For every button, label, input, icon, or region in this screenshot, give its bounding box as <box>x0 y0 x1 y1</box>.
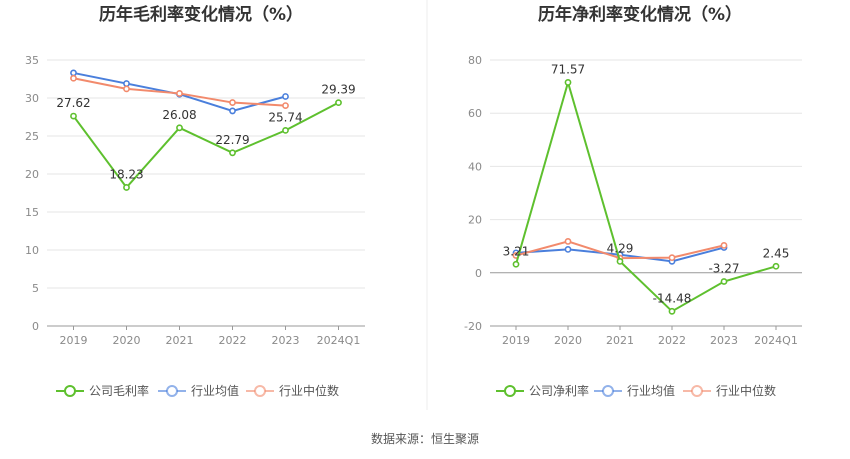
x-tick-label: 2023 <box>272 334 300 347</box>
y-tick-label: 60 <box>468 107 482 120</box>
y-tick-label: 5 <box>32 282 39 295</box>
y-tick-label: 20 <box>468 214 482 227</box>
y-tick-label: 80 <box>468 54 482 67</box>
data-point-company <box>616 257 624 265</box>
legend-marker-icon <box>602 385 614 397</box>
data-label: 3.21 <box>503 244 530 258</box>
data-label: -3.27 <box>708 261 739 275</box>
legend-item-median[interactable]: 行业中位数 <box>246 383 339 398</box>
x-tick-label: 2019 <box>502 334 530 347</box>
legend-marker-icon <box>504 385 516 397</box>
legend-marker-icon <box>691 385 703 397</box>
data-point-avg <box>564 245 572 253</box>
data-label: 22.79 <box>215 133 249 147</box>
data-label: 26.08 <box>162 108 196 122</box>
data-point-company <box>282 126 289 134</box>
data-point-company <box>123 184 130 191</box>
legend-label: 行业均值 <box>191 383 239 398</box>
legend-item-avg[interactable]: 行业均值 <box>158 383 239 398</box>
data-label: 4.29 <box>607 241 634 255</box>
data-point-median <box>70 74 77 82</box>
chart-title: 历年毛利率变化情况（%） <box>99 4 303 25</box>
data-point-median <box>720 242 728 249</box>
y-tick-label: 35 <box>25 54 39 67</box>
data-label: 27.62 <box>56 96 90 110</box>
data-source-note: 数据来源：恒生聚源 <box>371 431 479 446</box>
legend-marker-icon <box>64 385 76 397</box>
data-label: 29.39 <box>321 83 355 97</box>
x-tick-label: 2020 <box>554 334 582 347</box>
data-label: 25.74 <box>268 110 302 124</box>
y-tick-label: 30 <box>25 92 39 105</box>
net-margin-chart: 历年净利率变化情况（%） -20 0 20 40 60 80 2019 2020 2021 2022… <box>464 4 802 398</box>
y-tick-label: 15 <box>25 206 39 219</box>
x-tick-label: 2024Q1 <box>317 334 361 347</box>
legend-item-median[interactable]: 行业中位数 <box>683 383 776 398</box>
x-tick-label: 2022 <box>658 334 686 347</box>
legend-label: 行业中位数 <box>279 383 339 398</box>
legend-label: 行业中位数 <box>716 383 776 398</box>
gross-margin-chart: 历年毛利率变化情况（%） 0 5 10 15 20 25 30 35 2019 2020 2021 20… <box>25 4 365 398</box>
data-point-company <box>512 260 520 268</box>
data-point-median <box>229 99 236 106</box>
series-line-company <box>72 101 339 190</box>
legend-label: 行业均值 <box>627 383 675 398</box>
data-label: -14.48 <box>653 291 692 305</box>
x-tick-label: 2020 <box>113 334 141 347</box>
y-tick-label: -20 <box>464 320 482 333</box>
y-tick-label: 0 <box>475 267 482 280</box>
x-tick-label: 2022 <box>219 334 247 347</box>
y-tick-label: 10 <box>25 244 39 257</box>
data-point-company <box>335 99 342 107</box>
data-point-company <box>176 124 183 132</box>
data-label: 71.57 <box>551 62 585 76</box>
data-point-company <box>772 262 780 270</box>
data-point-median <box>123 85 130 93</box>
x-tick-label: 2019 <box>60 334 88 347</box>
data-point-median <box>176 90 183 97</box>
chart-title: 历年净利率变化情况（%） <box>538 4 742 25</box>
data-point-company <box>229 149 236 157</box>
y-tick-label: 25 <box>25 130 39 143</box>
data-point-avg <box>123 80 130 87</box>
data-point-avg <box>70 69 77 77</box>
data-point-median <box>564 238 572 245</box>
legend-marker-icon <box>166 385 178 397</box>
x-tick-label: 2024Q1 <box>754 334 798 347</box>
legend-label: 公司毛利率 <box>89 383 149 398</box>
data-point-company <box>70 112 77 120</box>
data-label: 2.45 <box>763 246 790 260</box>
x-tick-label: 2021 <box>606 334 634 347</box>
legend-marker-icon <box>254 385 266 397</box>
y-tick-label: 20 <box>25 168 39 181</box>
x-tick-label: 2021 <box>166 334 194 347</box>
data-label: 18.23 <box>109 167 143 181</box>
legend-item-company[interactable]: 公司净利率 <box>496 383 589 398</box>
data-point-avg <box>229 107 236 115</box>
data-point-company <box>668 307 676 315</box>
data-point-avg <box>282 93 289 100</box>
x-tick-label: 2023 <box>710 334 738 347</box>
data-point-median <box>668 254 676 262</box>
legend-label: 公司净利率 <box>529 383 589 398</box>
data-point-median <box>282 102 289 109</box>
legend-item-company[interactable]: 公司毛利率 <box>56 383 149 398</box>
y-tick-label: 0 <box>32 320 39 333</box>
y-tick-label: 40 <box>468 160 482 173</box>
series-line-company <box>515 78 777 313</box>
data-point-company <box>564 79 572 86</box>
data-point-company <box>720 278 728 285</box>
legend-item-avg[interactable]: 行业均值 <box>594 383 675 398</box>
